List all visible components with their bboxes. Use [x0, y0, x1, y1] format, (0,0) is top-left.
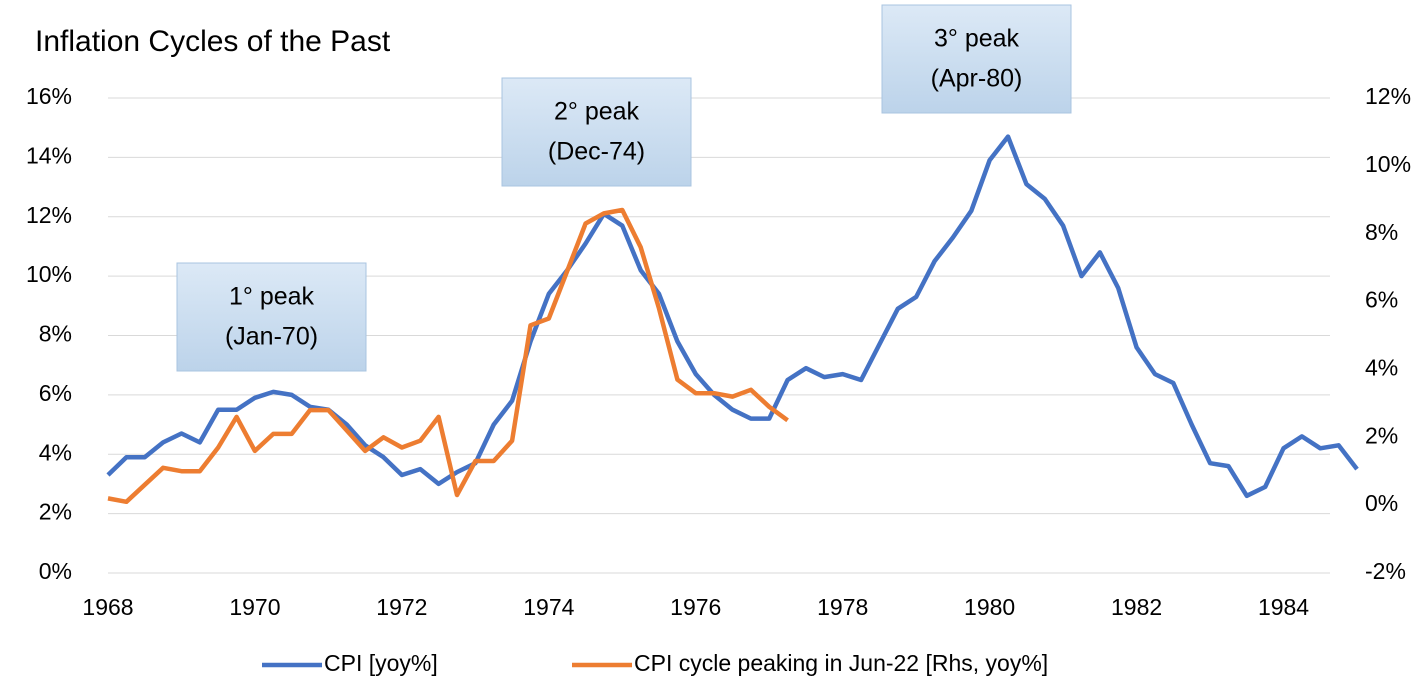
y-tick-label: 0%: [39, 558, 72, 584]
y2-tick-label: 10%: [1365, 151, 1411, 177]
annotation-text: 2° peak: [554, 98, 640, 126]
x-tick-label: 1978: [817, 594, 868, 620]
x-tick-label: 1980: [964, 594, 1015, 620]
y2-tick-label: 8%: [1365, 219, 1398, 245]
x-tick-label: 1982: [1111, 594, 1162, 620]
legend-label: CPI cycle peaking in Jun-22 [Rhs, yoy%]: [634, 650, 1048, 676]
y2-tick-label: 4%: [1365, 355, 1398, 381]
x-tick-label: 1984: [1258, 594, 1309, 620]
y-tick-label: 16%: [26, 83, 72, 109]
y-tick-label: 10%: [26, 261, 72, 287]
chart-title: Inflation Cycles of the Past: [35, 25, 391, 58]
x-tick-label: 1974: [523, 594, 574, 620]
y2-tick-label: 2%: [1365, 422, 1398, 448]
x-tick-label: 1972: [376, 594, 427, 620]
y-tick-label: 8%: [39, 321, 72, 347]
y2-tick-label: 12%: [1365, 83, 1411, 109]
y-tick-label: 4%: [39, 439, 72, 465]
annotation-box: [881, 4, 1072, 114]
series-line: [107, 207, 789, 505]
y-tick-label: 2%: [39, 499, 72, 525]
annotation-box: [176, 262, 367, 372]
y2-tick-label: 0%: [1365, 490, 1398, 516]
y2-tick-label: -2%: [1365, 558, 1406, 584]
y-tick-label: 14%: [26, 142, 72, 168]
x-tick-label: 1970: [229, 594, 280, 620]
annotation-box: [501, 77, 692, 187]
annotation-text: (Dec-74): [548, 138, 645, 166]
y-tick-label: 6%: [39, 380, 72, 406]
y2-tick-label: 6%: [1365, 287, 1398, 313]
legend-label: CPI [yoy%]: [324, 650, 438, 676]
annotation-text: (Jan-70): [225, 323, 318, 351]
annotation-text: 1° peak: [229, 283, 315, 311]
series-line: [106, 134, 1359, 499]
annotation-text: (Apr-80): [931, 65, 1023, 93]
y-tick-label: 12%: [26, 202, 72, 228]
annotation-text: 3° peak: [934, 25, 1020, 53]
x-tick-label: 1976: [670, 594, 721, 620]
x-tick-label: 1968: [82, 594, 133, 620]
